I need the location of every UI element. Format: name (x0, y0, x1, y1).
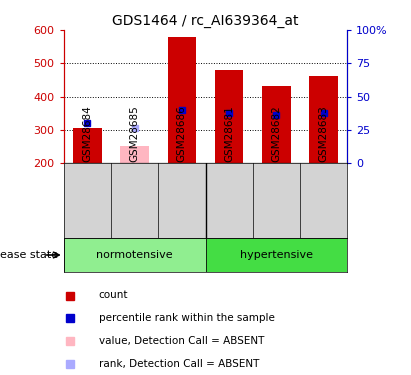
Bar (206, 238, 347, 272)
Text: value, Detection Call = ABSENT: value, Detection Call = ABSENT (99, 336, 264, 346)
Title: GDS1464 / rc_AI639364_at: GDS1464 / rc_AI639364_at (112, 13, 299, 28)
Text: count: count (99, 291, 128, 300)
Bar (309, 76, 338, 163)
Text: percentile rank within the sample: percentile rank within the sample (99, 314, 275, 323)
Bar (168, 37, 196, 163)
Bar (64, 238, 206, 272)
Bar (120, 147, 149, 163)
Text: disease state: disease state (0, 250, 58, 260)
Text: normotensive: normotensive (96, 250, 173, 260)
Text: hypertensive: hypertensive (240, 250, 313, 260)
Bar (73, 128, 102, 163)
Bar (215, 70, 243, 163)
Text: rank, Detection Call = ABSENT: rank, Detection Call = ABSENT (99, 359, 259, 369)
Bar (262, 86, 291, 163)
